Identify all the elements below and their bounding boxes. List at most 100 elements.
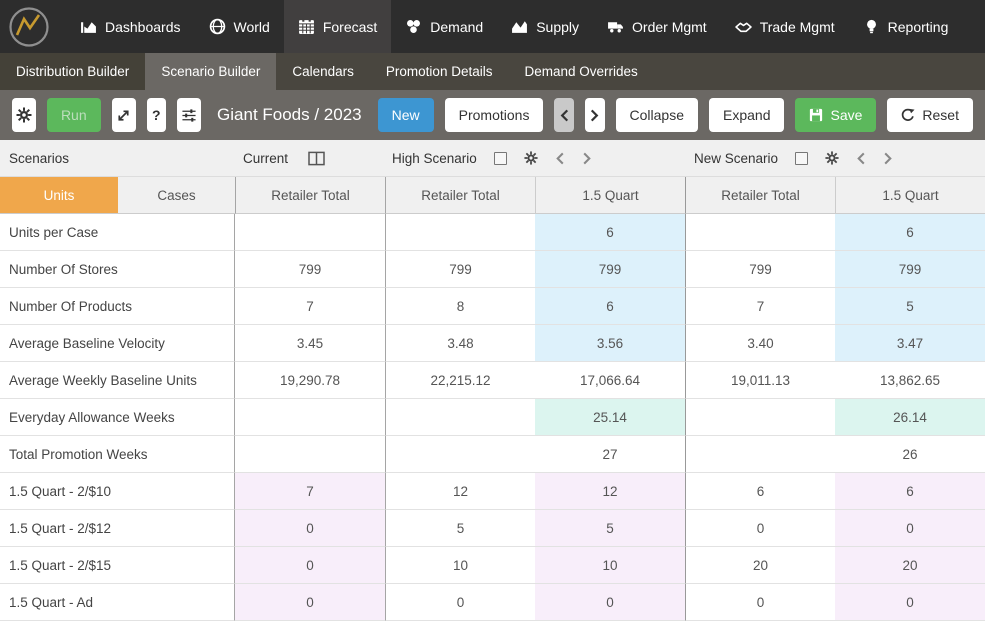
value-cell[interactable]: 3.45 — [235, 325, 385, 362]
nav-item-label: Dashboards — [105, 18, 181, 35]
chevron-right-icon[interactable] — [883, 152, 893, 165]
value-cell[interactable]: 7 — [235, 473, 385, 510]
value-cell[interactable] — [385, 436, 535, 473]
nav-item-dashboards[interactable]: Dashboards — [66, 0, 195, 53]
value-cell[interactable]: 0 — [835, 510, 985, 547]
settings-button[interactable] — [12, 98, 36, 132]
value-cell[interactable]: 12 — [535, 473, 685, 510]
scenario-checkbox[interactable] — [493, 151, 507, 165]
tab-demand-overrides[interactable]: Demand Overrides — [508, 53, 653, 90]
value-cell[interactable]: 5 — [535, 510, 685, 547]
value-cell[interactable]: 6 — [535, 288, 685, 325]
value-cell[interactable]: 3.40 — [685, 325, 835, 362]
value-cell[interactable]: 7 — [235, 288, 385, 325]
value-cell[interactable]: 799 — [835, 251, 985, 288]
tab-calendars[interactable]: Calendars — [276, 53, 370, 90]
value-cell[interactable]: 5 — [835, 288, 985, 325]
column-header-high-15-quart: 1.5 Quart — [535, 177, 685, 214]
save-button[interactable]: Save — [795, 98, 877, 132]
filters-button[interactable] — [177, 98, 202, 132]
value-cell[interactable]: 8 — [385, 288, 535, 325]
value-cell[interactable] — [235, 214, 385, 251]
fullscreen-button[interactable] — [111, 98, 136, 132]
nav-item-reporting[interactable]: Reporting — [849, 0, 963, 53]
value-cell[interactable]: 799 — [235, 251, 385, 288]
value-cell[interactable]: 0 — [235, 547, 385, 584]
value-cell[interactable]: 0 — [685, 584, 835, 621]
value-cell[interactable]: 799 — [685, 251, 835, 288]
value-cell[interactable]: 0 — [385, 584, 535, 621]
value-cell[interactable]: 20 — [835, 547, 985, 584]
value-cell[interactable]: 0 — [835, 584, 985, 621]
units-toggle[interactable]: Units — [0, 177, 118, 214]
value-cell[interactable]: 20 — [685, 547, 835, 584]
nav-item-supply[interactable]: Supply — [497, 0, 593, 53]
new-scenario-button[interactable]: New — [377, 98, 434, 132]
handshake-icon — [734, 18, 752, 35]
value-cell[interactable]: 19,290.78 — [235, 362, 385, 399]
value-cell[interactable]: 6 — [685, 473, 835, 510]
run-button[interactable]: Run — [46, 98, 101, 132]
value-cell[interactable]: 7 — [685, 288, 835, 325]
prev-button[interactable] — [554, 98, 574, 132]
value-cell[interactable]: 13,862.65 — [835, 362, 985, 399]
next-button[interactable] — [584, 98, 605, 132]
nav-item-demand[interactable]: Demand — [391, 0, 497, 53]
value-cell[interactable]: 6 — [835, 214, 985, 251]
promotions-button[interactable]: Promotions — [444, 98, 544, 132]
value-cell[interactable]: 3.48 — [385, 325, 535, 362]
reset-button[interactable]: Reset — [887, 98, 973, 132]
cases-toggle[interactable]: Cases — [118, 177, 235, 214]
value-cell[interactable]: 26.14 — [835, 399, 985, 436]
value-cell[interactable]: 10 — [385, 547, 535, 584]
tab-distribution-builder[interactable]: Distribution Builder — [0, 53, 146, 90]
tab-promotion-details[interactable]: Promotion Details — [370, 53, 509, 90]
value-cell[interactable]: 19,011.13 — [685, 362, 835, 399]
value-cell[interactable]: 0 — [685, 510, 835, 547]
columns-icon[interactable] — [308, 151, 325, 166]
value-cell[interactable]: 12 — [385, 473, 535, 510]
value-cell[interactable]: 5 — [385, 510, 535, 547]
value-cell[interactable]: 799 — [385, 251, 535, 288]
value-cell[interactable]: 25.14 — [535, 399, 685, 436]
value-cell[interactable]: 0 — [535, 584, 685, 621]
nav-item-world[interactable]: World — [195, 0, 284, 53]
nav-item-forecast[interactable]: Forecast — [283, 0, 392, 53]
value-cell[interactable]: 6 — [535, 214, 685, 251]
nav-item-trade-mgmt[interactable]: Trade Mgmt — [721, 0, 849, 53]
value-cell[interactable]: 0 — [235, 584, 385, 621]
chevron-right-icon[interactable] — [582, 152, 592, 165]
value-cell[interactable]: 0 — [235, 510, 385, 547]
promotions-button-label: Promotions — [458, 107, 530, 123]
value-cell[interactable]: 26 — [835, 436, 985, 473]
value-cell[interactable] — [685, 214, 835, 251]
table-row: Average Baseline Velocity 3.45 3.48 3.56 3.4… — [0, 325, 985, 362]
value-cell[interactable] — [235, 399, 385, 436]
value-cell[interactable] — [685, 436, 835, 473]
expand-button[interactable]: Expand — [709, 98, 785, 132]
value-cell[interactable]: 22,215.12 — [385, 362, 535, 399]
gear-icon[interactable] — [524, 151, 538, 165]
truck-icon — [607, 18, 624, 35]
value-cell[interactable] — [235, 436, 385, 473]
help-button[interactable]: ? — [146, 98, 167, 132]
value-cell[interactable] — [685, 399, 835, 436]
chevron-left-icon[interactable] — [555, 152, 565, 165]
tab-scenario-builder[interactable]: Scenario Builder — [145, 53, 277, 90]
table-row: 1.5 Quart - Ad 0 0 0 0 0 — [0, 584, 985, 621]
value-cell[interactable]: 17,066.64 — [535, 362, 685, 399]
value-cell[interactable]: 3.56 — [535, 325, 685, 362]
tab-label: Distribution Builder — [16, 64, 130, 79]
value-cell[interactable]: 10 — [535, 547, 685, 584]
value-cell[interactable]: 6 — [835, 473, 985, 510]
value-cell[interactable]: 27 — [535, 436, 685, 473]
collapse-button[interactable]: Collapse — [615, 98, 698, 132]
gear-icon[interactable] — [825, 151, 839, 165]
value-cell[interactable] — [385, 214, 535, 251]
value-cell[interactable] — [385, 399, 535, 436]
scenario-checkbox[interactable] — [795, 151, 809, 165]
value-cell[interactable]: 3.47 — [835, 325, 985, 362]
nav-item-order-mgmt[interactable]: Order Mgmt — [593, 0, 721, 53]
value-cell[interactable]: 799 — [535, 251, 685, 288]
chevron-left-icon[interactable] — [856, 152, 866, 165]
